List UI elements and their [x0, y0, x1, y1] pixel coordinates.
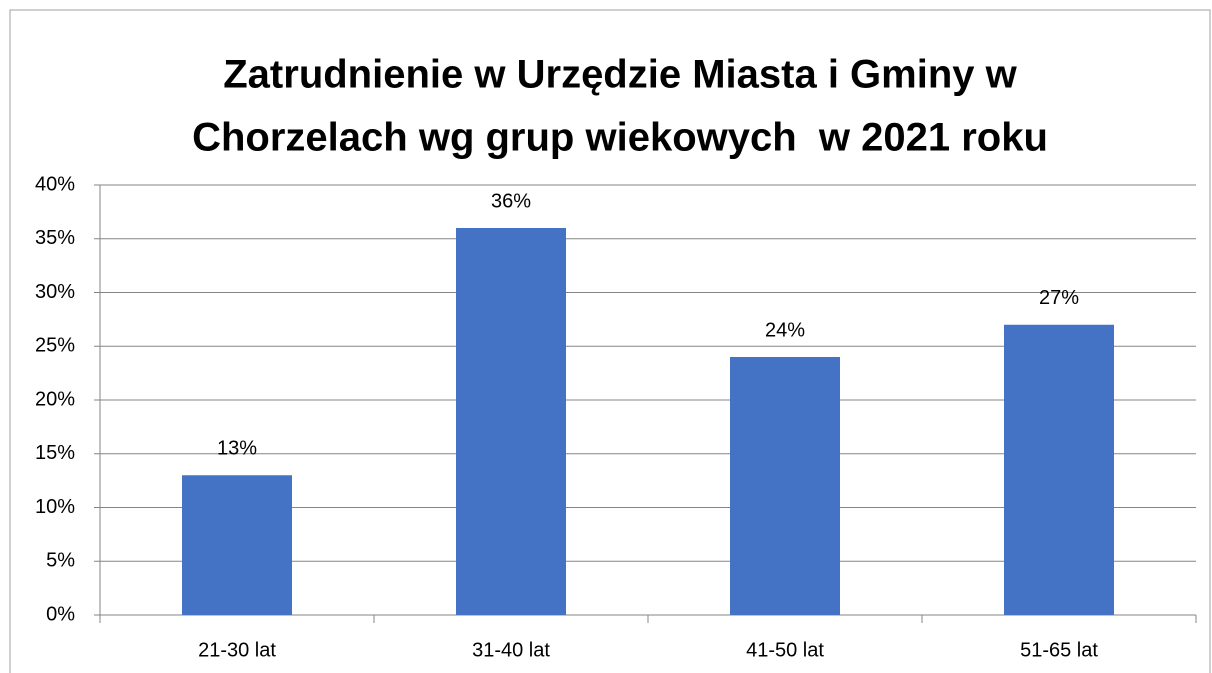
- data-label: 13%: [217, 438, 257, 460]
- chart-title: Zatrudnienie w Urzędzie Miasta i Gminy w: [223, 53, 1017, 97]
- y-tick-label: 15%: [35, 442, 75, 464]
- bar: [730, 357, 840, 615]
- y-tick-label: 5%: [46, 550, 75, 572]
- bar: [182, 475, 292, 615]
- y-tick-label: 20%: [35, 388, 75, 410]
- data-label: 24%: [765, 319, 805, 341]
- x-tick-label: 41-50 lat: [746, 639, 824, 661]
- x-tick-label: 51-65 lat: [1020, 639, 1098, 661]
- bar: [456, 228, 566, 615]
- y-tick-label: 30%: [35, 281, 75, 303]
- chart-border: [9, 9, 1211, 673]
- y-tick-label: 25%: [35, 335, 75, 357]
- x-tick-label: 21-30 lat: [198, 639, 276, 661]
- y-tick-label: 10%: [35, 496, 75, 518]
- x-tick-label: 31-40 lat: [472, 639, 550, 661]
- bar: [1004, 324, 1114, 615]
- data-label: 36%: [491, 190, 531, 212]
- data-label: 27%: [1039, 287, 1079, 309]
- y-tick-label: 0%: [46, 603, 75, 625]
- y-tick-label: 40%: [35, 173, 75, 195]
- chart-title: Chorzelach wg grup wiekowych w 2021 roku: [192, 116, 1048, 160]
- y-tick-label: 35%: [35, 227, 75, 249]
